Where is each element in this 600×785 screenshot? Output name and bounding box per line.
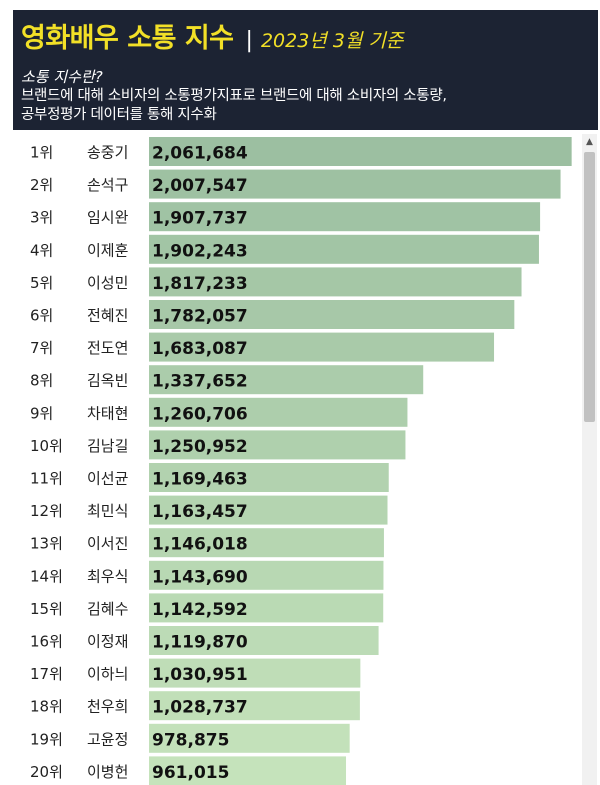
value-label: 1,119,870: [152, 633, 248, 653]
rank-label: 12위: [30, 502, 63, 520]
bar: [149, 691, 360, 721]
value-label: 1,146,018: [152, 535, 248, 555]
rank-label: 6위: [30, 307, 53, 325]
bar: [149, 267, 522, 297]
chart-header: 영화배우 소통 지수 | 2023년 3월 기준 소통 지수란? 브랜드에 대해…: [13, 10, 598, 130]
category-label: 이성민: [87, 274, 128, 292]
category-label: 이하늬: [87, 665, 128, 683]
rank-label: 18위: [30, 698, 63, 716]
bar: [149, 137, 572, 166]
rank-label: 1위: [30, 144, 53, 162]
rank-label: 9위: [30, 404, 53, 422]
bar: [149, 723, 350, 753]
bar: [149, 463, 389, 492]
category-label: 송중기: [87, 144, 128, 162]
rank-label: 3위: [30, 209, 53, 227]
bar: [149, 593, 384, 623]
scrollbar-thumb[interactable]: [584, 152, 595, 422]
bar: [149, 202, 541, 232]
chart-title: 영화배우 소통 지수: [21, 23, 234, 54]
value-label: 1,028,737: [152, 698, 248, 718]
value-label: 961,015: [152, 763, 229, 783]
title-separator: |: [245, 28, 253, 53]
category-label: 김옥빈: [87, 372, 128, 390]
category-label: 이정재: [87, 633, 128, 651]
bar: [149, 756, 347, 785]
value-label: 1,337,652: [152, 372, 248, 392]
rank-label: 13위: [30, 535, 63, 553]
value-label: 1,250,952: [152, 437, 248, 457]
rank-label: 20위: [30, 763, 63, 781]
rank-label: 10위: [30, 437, 63, 455]
title-row: 영화배우 소통 지수 | 2023년 3월 기준: [21, 16, 590, 55]
category-label: 이선균: [87, 470, 129, 488]
value-label: 1,260,706: [152, 404, 248, 424]
bar: [149, 332, 495, 362]
bar: [149, 365, 424, 395]
rank-label: 7위: [30, 339, 53, 357]
description-line-1: 브랜드에 대해 소비자의 소통평가지표로 브랜드에 대해 소비자의 소통량,: [21, 88, 447, 104]
rank-label: 15위: [30, 600, 63, 618]
category-label: 임시완: [87, 209, 129, 227]
value-label: 1,163,457: [152, 502, 248, 522]
bar: [149, 234, 539, 264]
value-label: 1,143,690: [152, 567, 248, 587]
bar: [149, 495, 388, 525]
bar: [149, 560, 384, 590]
description-title: 소통 지수란?: [21, 68, 103, 86]
category-label: 이서진: [87, 535, 128, 553]
chart-subtitle: 2023년 3월 기준: [260, 30, 404, 52]
bar: [149, 397, 408, 427]
category-label: 차태현: [87, 404, 128, 422]
bar: [149, 626, 379, 655]
bar: [149, 430, 406, 460]
rank-label: 5위: [30, 274, 53, 292]
category-label: 이병헌: [87, 763, 128, 781]
value-label: 978,875: [152, 730, 229, 750]
rank-label: 14위: [30, 567, 63, 585]
bar: [149, 658, 361, 688]
value-label: 1,782,057: [152, 307, 248, 327]
value-label: 2,061,684: [152, 144, 248, 164]
category-label: 이제훈: [87, 241, 128, 259]
value-label: 1,030,951: [152, 665, 248, 685]
rank-label: 11위: [30, 470, 63, 488]
category-label: 최민식: [87, 502, 128, 520]
category-label: 김남길: [87, 437, 128, 455]
rank-label: 16위: [30, 633, 63, 651]
value-label: 1,817,233: [152, 274, 248, 294]
category-label: 전도연: [87, 339, 128, 357]
value-label: 1,907,737: [152, 209, 248, 229]
category-label: 천우희: [87, 698, 128, 716]
category-label: 고윤정: [87, 730, 128, 748]
bar: [149, 528, 384, 558]
rank-label: 17위: [30, 665, 63, 683]
bar: [149, 300, 515, 329]
value-label: 1,169,463: [152, 470, 248, 490]
value-label: 1,683,087: [152, 339, 248, 359]
value-label: 1,142,592: [152, 600, 248, 620]
rank-label: 19위: [30, 730, 63, 748]
rank-label: 2위: [30, 176, 53, 194]
bar: [149, 169, 561, 199]
category-label: 손석구: [87, 176, 128, 194]
category-label: 최우식: [87, 567, 128, 585]
value-label: 1,902,243: [152, 241, 248, 261]
rank-label: 4위: [30, 241, 53, 259]
bar-chart: 1위 송중기 2,061,684 2위 손석구 2,007,547 3위 임시완 1,907,7…: [30, 137, 572, 785]
description-line-2: 공부정평가 데이터를 통해 지수화: [21, 107, 217, 123]
rank-label: 8위: [30, 372, 53, 390]
category-label: 전혜진: [87, 307, 128, 325]
scroll-up-arrow-icon[interactable]: ▲: [586, 137, 593, 147]
value-label: 2,007,547: [152, 176, 248, 196]
category-label: 김혜수: [87, 600, 128, 618]
